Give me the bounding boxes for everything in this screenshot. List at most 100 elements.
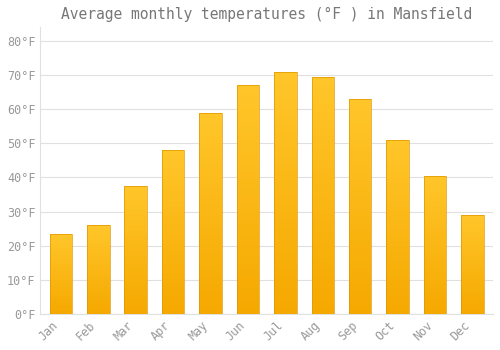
Bar (200, 302, 222, 304)
Bar (124, 283, 147, 285)
Bar (87, 310, 110, 311)
Bar (200, 250, 222, 252)
Bar (162, 275, 184, 276)
Bar (462, 278, 483, 279)
Bar (462, 223, 483, 224)
Bar (162, 293, 184, 294)
Bar (236, 115, 259, 117)
Bar (312, 202, 334, 205)
Bar (312, 172, 334, 174)
Bar (162, 270, 184, 271)
Bar (200, 193, 222, 195)
Bar (200, 209, 222, 211)
Bar (87, 249, 110, 250)
Bar (312, 181, 334, 183)
Bar (386, 288, 409, 289)
Bar (349, 135, 372, 138)
Bar (349, 209, 372, 211)
Bar (424, 212, 446, 213)
Bar (424, 276, 446, 278)
Bar (349, 172, 372, 174)
Bar (424, 263, 446, 264)
Bar (462, 228, 483, 229)
Bar (162, 260, 184, 261)
Bar (236, 142, 259, 145)
Bar (200, 143, 222, 145)
Bar (200, 288, 222, 290)
Bar (349, 297, 372, 299)
Bar (349, 191, 372, 194)
Bar (162, 298, 184, 299)
Bar (349, 146, 372, 148)
Bar (50, 241, 72, 242)
Bar (50, 295, 72, 296)
Bar (162, 301, 184, 302)
Bar (274, 280, 296, 282)
Bar (124, 228, 147, 230)
Bar (274, 77, 296, 79)
Bar (200, 119, 222, 121)
Bar (124, 288, 147, 289)
Bar (124, 269, 147, 271)
Bar (200, 306, 222, 308)
Bar (274, 103, 296, 106)
Bar (236, 245, 259, 247)
Bar (349, 122, 372, 125)
Bar (124, 190, 147, 191)
Bar (386, 199, 409, 201)
Bar (50, 273, 72, 274)
Bar (386, 149, 409, 150)
Bar (236, 247, 259, 250)
Bar (236, 113, 259, 115)
Bar (162, 183, 184, 184)
Bar (162, 158, 184, 160)
Bar (349, 237, 372, 239)
Bar (274, 96, 296, 98)
Bar (424, 239, 446, 241)
Bar (124, 245, 147, 246)
Bar (274, 222, 296, 224)
Bar (50, 307, 72, 308)
Bar (162, 242, 184, 244)
Bar (424, 295, 446, 296)
Bar (50, 246, 72, 247)
Bar (349, 131, 372, 133)
Bar (349, 189, 372, 191)
Bar (50, 248, 72, 249)
Bar (462, 237, 483, 238)
Bar (200, 256, 222, 258)
Bar (124, 201, 147, 203)
Bar (87, 272, 110, 273)
Bar (274, 227, 296, 229)
Bar (462, 258, 483, 259)
Bar (87, 308, 110, 309)
Bar (87, 257, 110, 258)
Bar (312, 136, 334, 138)
Bar (274, 302, 296, 304)
Bar (424, 304, 446, 306)
Bar (50, 298, 72, 299)
Bar (386, 298, 409, 300)
Bar (236, 312, 259, 314)
Bar (124, 289, 147, 291)
Bar (87, 227, 110, 228)
Bar (424, 228, 446, 230)
Bar (274, 115, 296, 118)
Bar (349, 213, 372, 215)
Bar (312, 262, 334, 264)
Bar (87, 237, 110, 238)
Bar (274, 169, 296, 171)
Bar (349, 140, 372, 142)
Bar (236, 156, 259, 159)
Bar (236, 284, 259, 286)
Bar (124, 246, 147, 247)
Bar (462, 216, 483, 217)
Bar (386, 210, 409, 211)
Bar (162, 193, 184, 194)
Bar (386, 157, 409, 159)
Bar (424, 181, 446, 183)
Bar (236, 286, 259, 289)
Bar (50, 296, 72, 297)
Bar (349, 226, 372, 228)
Bar (386, 154, 409, 155)
